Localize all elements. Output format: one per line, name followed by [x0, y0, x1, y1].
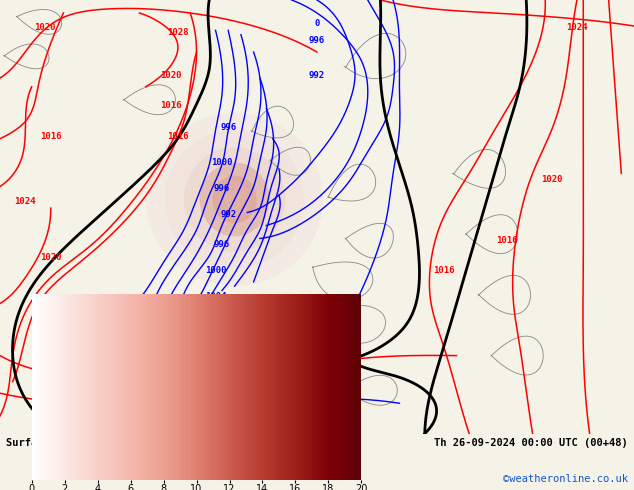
Text: 1012: 1012	[211, 344, 233, 353]
Text: 1016: 1016	[167, 383, 188, 392]
Ellipse shape	[165, 130, 304, 269]
Text: 992: 992	[309, 71, 325, 80]
Text: 1020: 1020	[160, 71, 182, 80]
Text: ©weatheronline.co.uk: ©weatheronline.co.uk	[503, 474, 628, 484]
Text: 1016: 1016	[167, 132, 188, 141]
Text: 1020: 1020	[34, 24, 55, 32]
Ellipse shape	[219, 182, 250, 217]
Text: 1020: 1020	[541, 175, 562, 184]
Text: 1020: 1020	[40, 331, 61, 340]
Text: Surface pressure Spread [hPa] CFS: Surface pressure Spread [hPa] CFS	[6, 438, 212, 448]
Text: 1024: 1024	[15, 197, 36, 206]
Text: 1020: 1020	[40, 253, 61, 262]
Text: 996: 996	[214, 240, 230, 249]
Ellipse shape	[200, 163, 269, 236]
Text: 1016: 1016	[433, 266, 455, 275]
Ellipse shape	[225, 189, 244, 210]
Ellipse shape	[212, 175, 257, 223]
Text: 1008: 1008	[211, 318, 233, 327]
Text: 992: 992	[220, 210, 236, 219]
Ellipse shape	[212, 175, 257, 223]
Ellipse shape	[206, 169, 263, 230]
Text: 1013: 1013	[129, 379, 150, 388]
Text: 1028: 1028	[167, 28, 188, 37]
Text: Th 26-09-2024 00:00 UTC (00+48): Th 26-09-2024 00:00 UTC (00+48)	[434, 438, 628, 448]
Text: 996: 996	[309, 36, 325, 46]
Text: 1016: 1016	[40, 132, 61, 141]
Ellipse shape	[146, 113, 323, 286]
Text: 1016: 1016	[160, 101, 182, 110]
Ellipse shape	[184, 147, 285, 251]
Text: 1004: 1004	[205, 292, 226, 301]
Text: 1016: 1016	[496, 236, 518, 245]
Text: 996: 996	[220, 123, 236, 132]
Text: 996: 996	[214, 184, 230, 193]
Text: 1000: 1000	[211, 158, 233, 167]
Text: 1000: 1000	[205, 266, 226, 275]
Text: 0: 0	[314, 19, 320, 28]
Text: 1024: 1024	[566, 24, 588, 32]
Ellipse shape	[200, 163, 269, 236]
